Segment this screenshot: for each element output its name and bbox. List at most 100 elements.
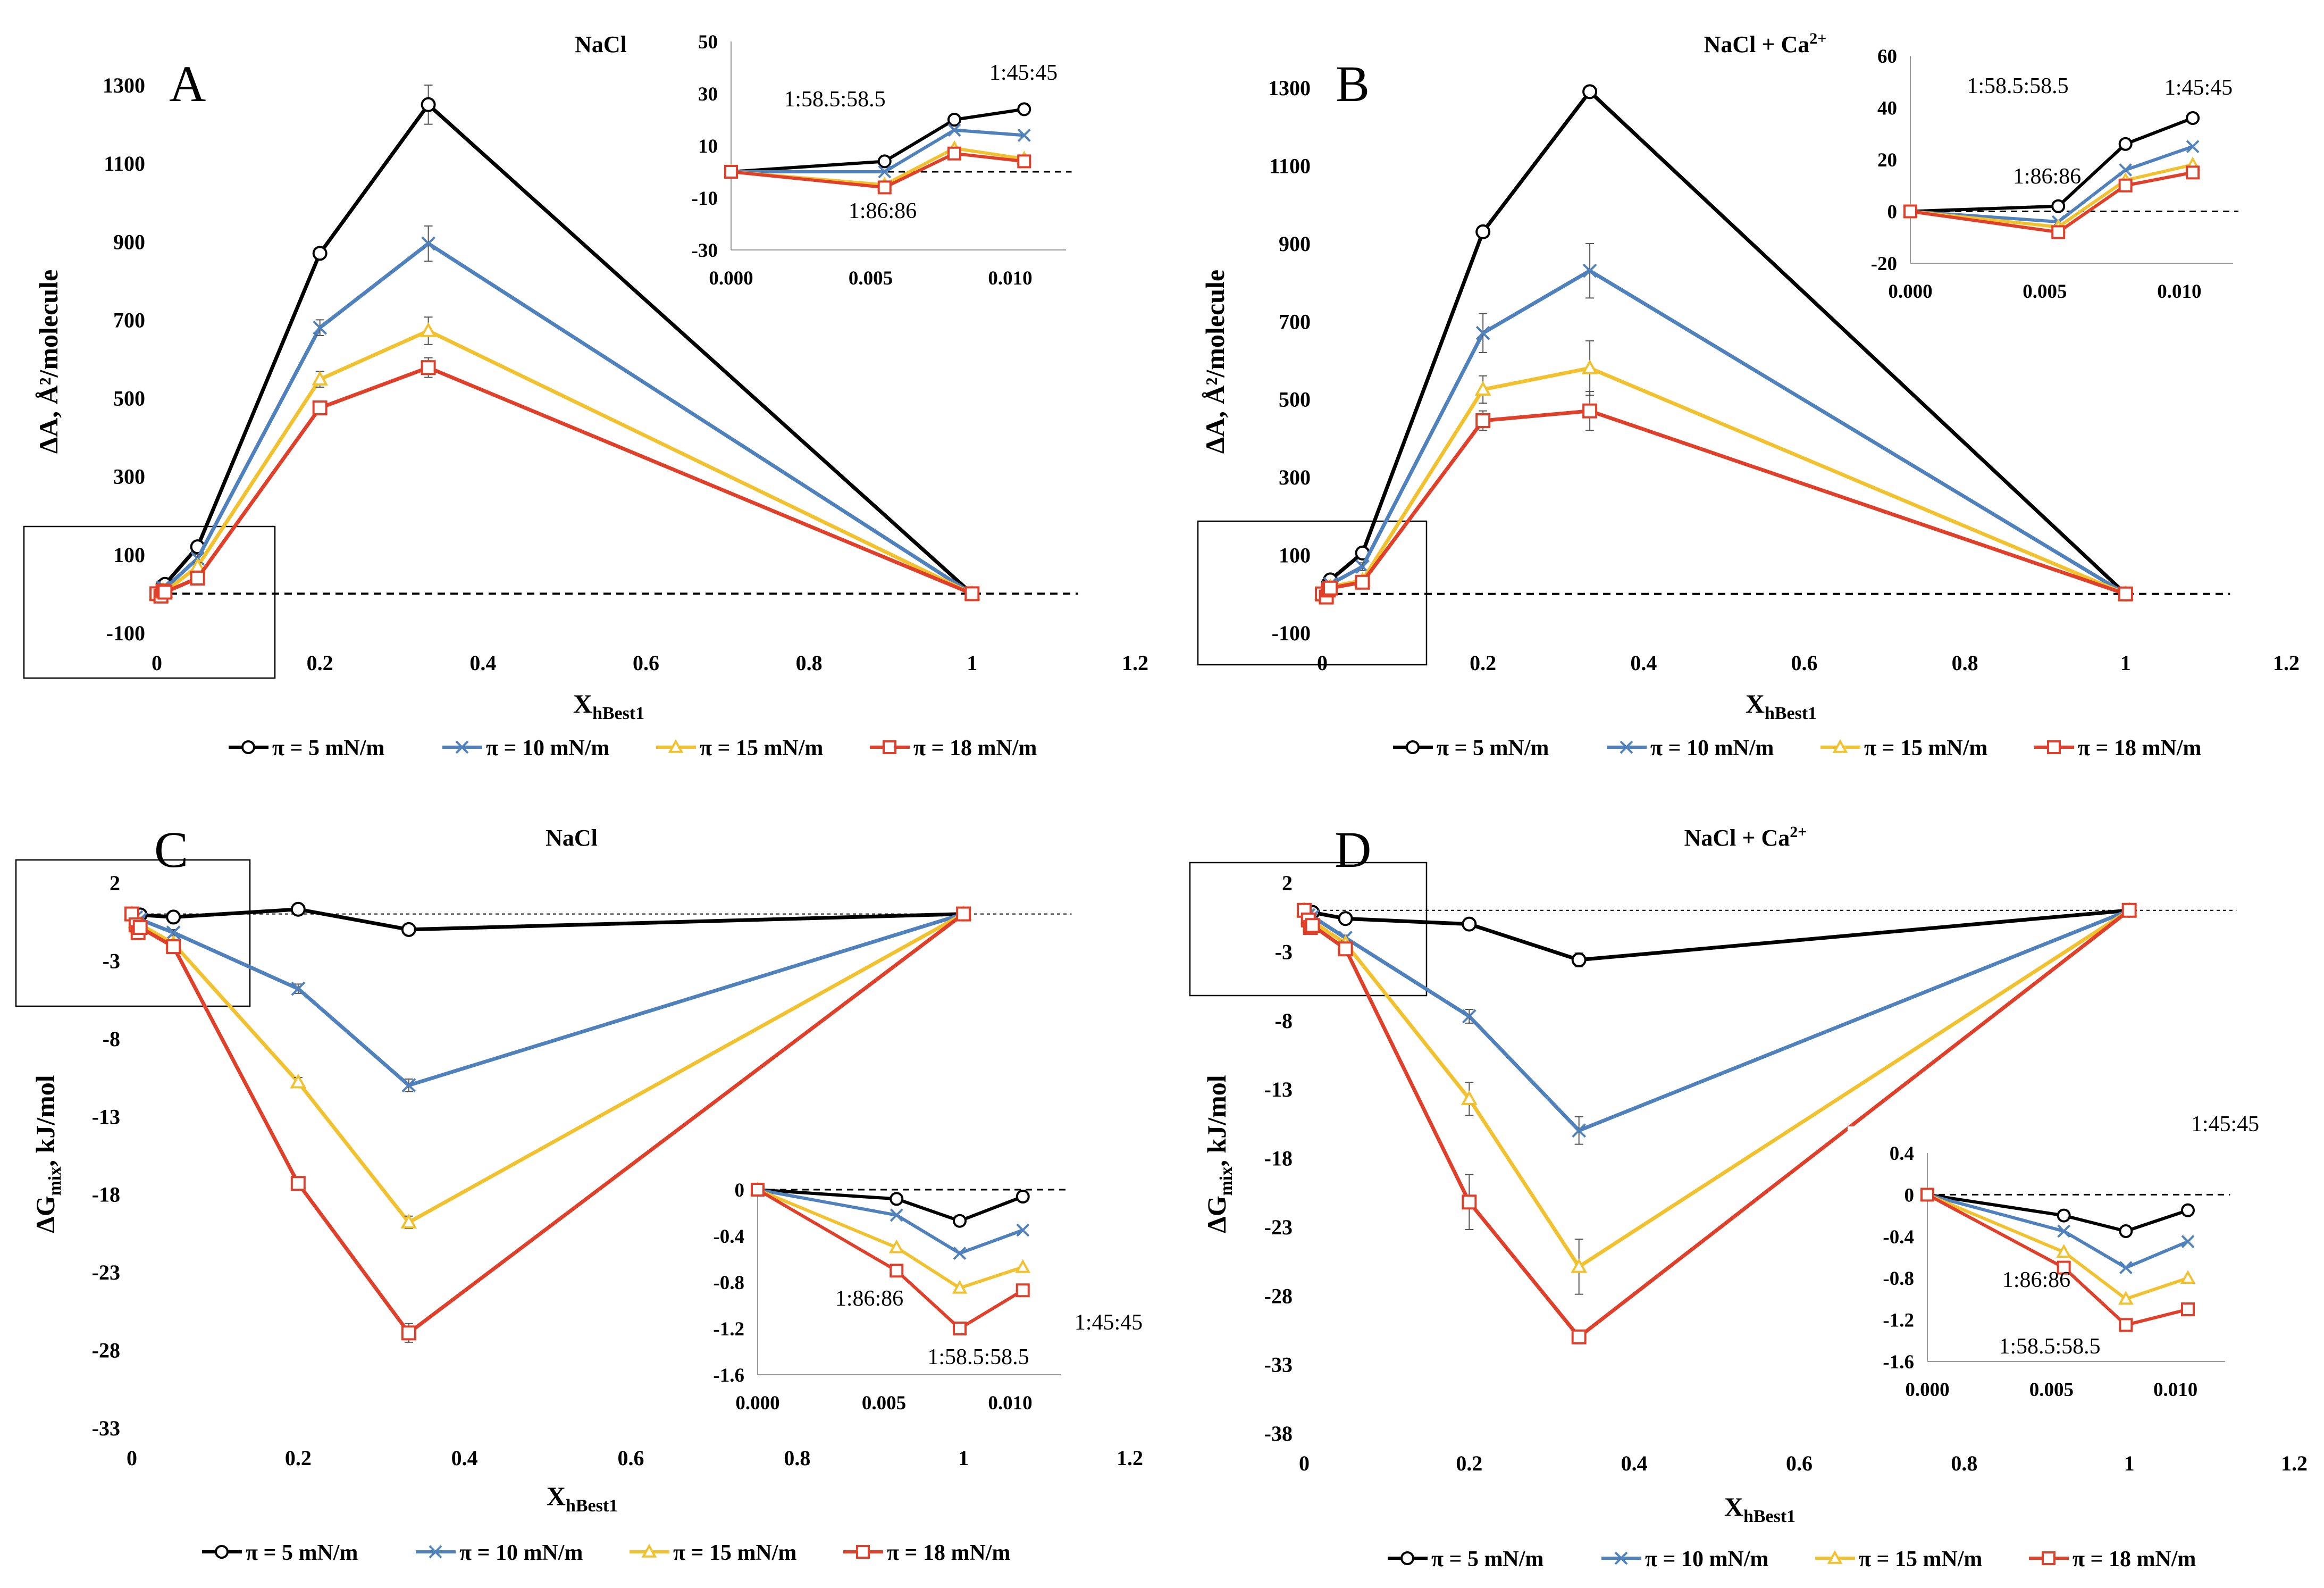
inset-data-point-2-stroke-b	[2119, 163, 2133, 177]
legend-label: π = 18 mN/m	[2078, 736, 2201, 760]
inset-series-line-1	[731, 107, 1025, 173]
legend-item: π = 18 mN/m	[870, 736, 1037, 760]
inset-data-point-1	[2119, 1224, 2133, 1238]
panel-letter: A	[169, 55, 206, 112]
x-axis-label-sub: hBest1	[1765, 704, 1817, 723]
panel-title: NaCl + Ca2+	[1704, 30, 1827, 57]
inset-data-point-1	[953, 1214, 967, 1228]
inset-data-point-4	[947, 146, 961, 161]
x-tick-label: 0.2	[285, 1446, 312, 1470]
x-tick-label: 0.2	[1456, 1451, 1482, 1475]
inset-annotation: 1:58.5:58.5	[1999, 1334, 2100, 1359]
data-point-4	[1582, 403, 1598, 419]
x-tick-label: 0.6	[1786, 1451, 1813, 1475]
inset-data-point-1	[2118, 137, 2133, 151]
inset-data-point-4	[2118, 178, 2133, 193]
legend-label: π = 15 mN/m	[1864, 736, 1987, 760]
legend-label: π = 5 mN/m	[1431, 1547, 1543, 1572]
inset-annotation: 1:45:45	[989, 61, 1058, 85]
inset-x-tick-label: 0.005	[849, 268, 893, 289]
data-point-2	[421, 236, 436, 251]
legend-item: π = 15 mN/m	[630, 1541, 796, 1565]
x-tick-label: 1	[967, 651, 977, 675]
inset-data-point-4	[1016, 1283, 1030, 1298]
y-tick-label: 300	[1279, 465, 1311, 489]
data-point-4	[1338, 941, 1353, 957]
data-point-1	[1338, 911, 1353, 926]
x-tick-label: 0.4	[469, 651, 496, 675]
legend-marker-square	[2047, 740, 2061, 754]
inset-x-tick-label: 0.000	[709, 268, 753, 289]
inset-data-point-2	[1016, 1223, 1030, 1237]
legend-label: π = 18 mN/m	[913, 736, 1037, 760]
inset-data-point-4	[1920, 1188, 1934, 1202]
inset-data-point-4	[1017, 154, 1031, 169]
legend-item: π = 10 mN/m	[416, 1541, 583, 1565]
legend-item: π = 5 mN/m	[1393, 736, 1549, 760]
legend-item: π = 10 mN/m	[442, 736, 609, 760]
legend-marker-triangle	[668, 739, 684, 753]
legend-item: π = 10 mN/m	[1607, 736, 1774, 760]
inset-x-tick-label: 0.005	[2023, 281, 2067, 303]
legend-item: π = 15 mN/m	[1815, 1547, 1982, 1572]
x-tick-label: 1	[958, 1446, 969, 1470]
data-point-2	[1475, 325, 1490, 340]
data-point-2-stroke-b	[1355, 559, 1370, 574]
y-axis-label-main: ΔG	[1202, 1196, 1231, 1233]
zoom-region-box	[1197, 520, 1428, 666]
inset-annotation: 1:58.5:58.5	[927, 1345, 1029, 1369]
data-point-2	[313, 320, 328, 335]
y-tick-label: 2	[1282, 871, 1293, 895]
data-point-1	[401, 922, 416, 937]
data-point-4	[1475, 413, 1491, 428]
inset-y-tick-label: -1.2	[1883, 1310, 1914, 1332]
inset-y-tick-label: 0	[735, 1180, 745, 1201]
inset-data-point-2	[2181, 1235, 2195, 1249]
data-point-2-stroke-b	[1572, 1123, 1587, 1138]
inset-series-line-4	[731, 152, 1025, 189]
inset-y-tick-label: -1.6	[713, 1365, 744, 1386]
legend-marker-triangle	[641, 1543, 657, 1558]
data-point-2-stroke-b	[1462, 1009, 1476, 1024]
inset-series-line-2	[731, 128, 1025, 173]
panel-b: -100 100 300 500 700 900 1100 1300 0 0.2 0.4 0.6 0.8…	[1197, 29, 2300, 760]
legend-label: π = 10 mN/m	[1650, 736, 1774, 760]
inset-data-point-1	[2186, 111, 2200, 125]
x-tick-label: 0.4	[1621, 1451, 1648, 1475]
legend-marker-circle	[1406, 740, 1420, 754]
x-tick-label: 1	[2120, 651, 2131, 675]
data-point-2-stroke-b	[1582, 263, 1597, 278]
data-point-4	[312, 400, 328, 415]
inset-series-line-3	[1926, 1193, 2188, 1301]
inset-data-point-4	[953, 1322, 967, 1335]
y-tick-label: -33	[92, 1416, 120, 1440]
y-tick-label: -13	[92, 1105, 120, 1129]
inset-chart: -20 0 20 40 60 0.000 0.005 0.010 1:86:86 1:58.5:5…	[1831, 29, 2265, 311]
inset-data-point-1	[877, 154, 892, 169]
data-point-2-stroke-b	[401, 1078, 416, 1093]
y-tick-label: 100	[113, 543, 145, 567]
y-tick-label: 700	[1279, 310, 1311, 333]
data-point-3	[1474, 381, 1491, 396]
x-axis-label: XhBest1	[547, 1481, 618, 1516]
x-tick-label: 0.2	[1470, 651, 1496, 675]
x-tick-label: 0	[1299, 1451, 1310, 1475]
data-point-2-stroke-b	[313, 320, 328, 335]
data-point-3	[312, 371, 329, 386]
x-axis-label: XhBest1	[1724, 1492, 1796, 1526]
panel-a: -100 100 300 500 700 900 1100 1300 0 0.2 0.4 0.6 0.8…	[23, 15, 1148, 760]
inset-y-tick-label: -0.4	[1883, 1226, 1914, 1248]
x-tick-label: 0.8	[1951, 1451, 1977, 1475]
legend-marker-square	[2042, 1551, 2055, 1565]
y-axis-label-unit: , kJ/mol	[1202, 1075, 1231, 1166]
inset-data-point-2	[2057, 1224, 2071, 1238]
inset-data-point-4	[2181, 1302, 2195, 1316]
x-axis-label-main: X	[573, 689, 592, 718]
inset-series-line-2	[1927, 1193, 2189, 1269]
inset-y-tick-label: 40	[1877, 98, 1897, 120]
legend-label: π = 15 mN/m	[700, 736, 823, 760]
y-tick-label: -8	[103, 1027, 120, 1051]
data-point-4	[2121, 902, 2137, 918]
data-point-4	[421, 360, 436, 375]
